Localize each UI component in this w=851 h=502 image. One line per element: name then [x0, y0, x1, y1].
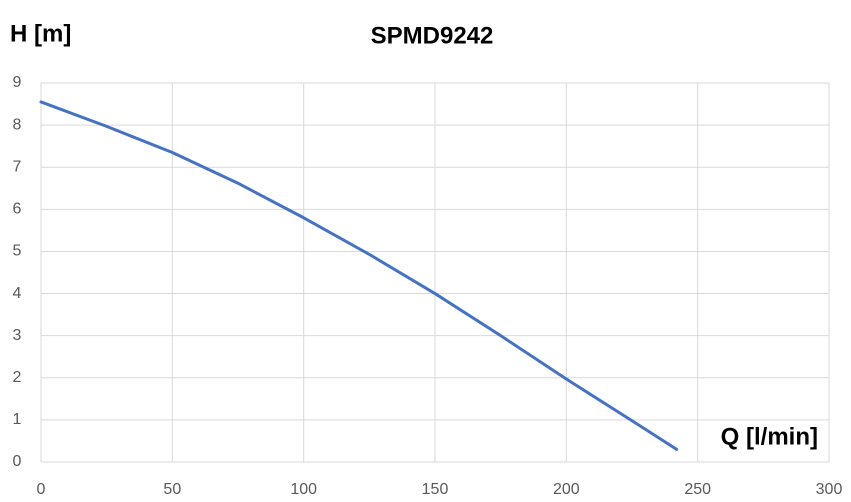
x-tick-label: 100 [290, 481, 317, 498]
x-axis-label: Q [l/min] [721, 423, 818, 450]
y-tick-label: 0 [13, 453, 22, 470]
y-tick-label: 6 [13, 201, 22, 218]
y-tick-label: 1 [13, 411, 22, 428]
series-line [39, 100, 679, 451]
x-tick-label: 0 [37, 481, 46, 498]
x-tick-label: 200 [553, 481, 580, 498]
x-tick-label: 50 [163, 481, 181, 498]
y-tick-label: 9 [13, 74, 22, 91]
chart-title: SPMD9242 [371, 22, 494, 49]
y-tick-label: 7 [13, 158, 22, 175]
y-tick-label: 8 [13, 116, 22, 133]
x-tick-label: 250 [684, 481, 711, 498]
y-tick-label: 3 [13, 327, 22, 344]
y-tick-label: 2 [13, 369, 22, 386]
y-axis-label: H [m] [10, 20, 71, 47]
y-tick-label: 5 [13, 243, 22, 260]
x-tick-label: 300 [816, 481, 843, 498]
y-tick-label: 4 [13, 285, 22, 302]
x-tick-label: 150 [422, 481, 449, 498]
